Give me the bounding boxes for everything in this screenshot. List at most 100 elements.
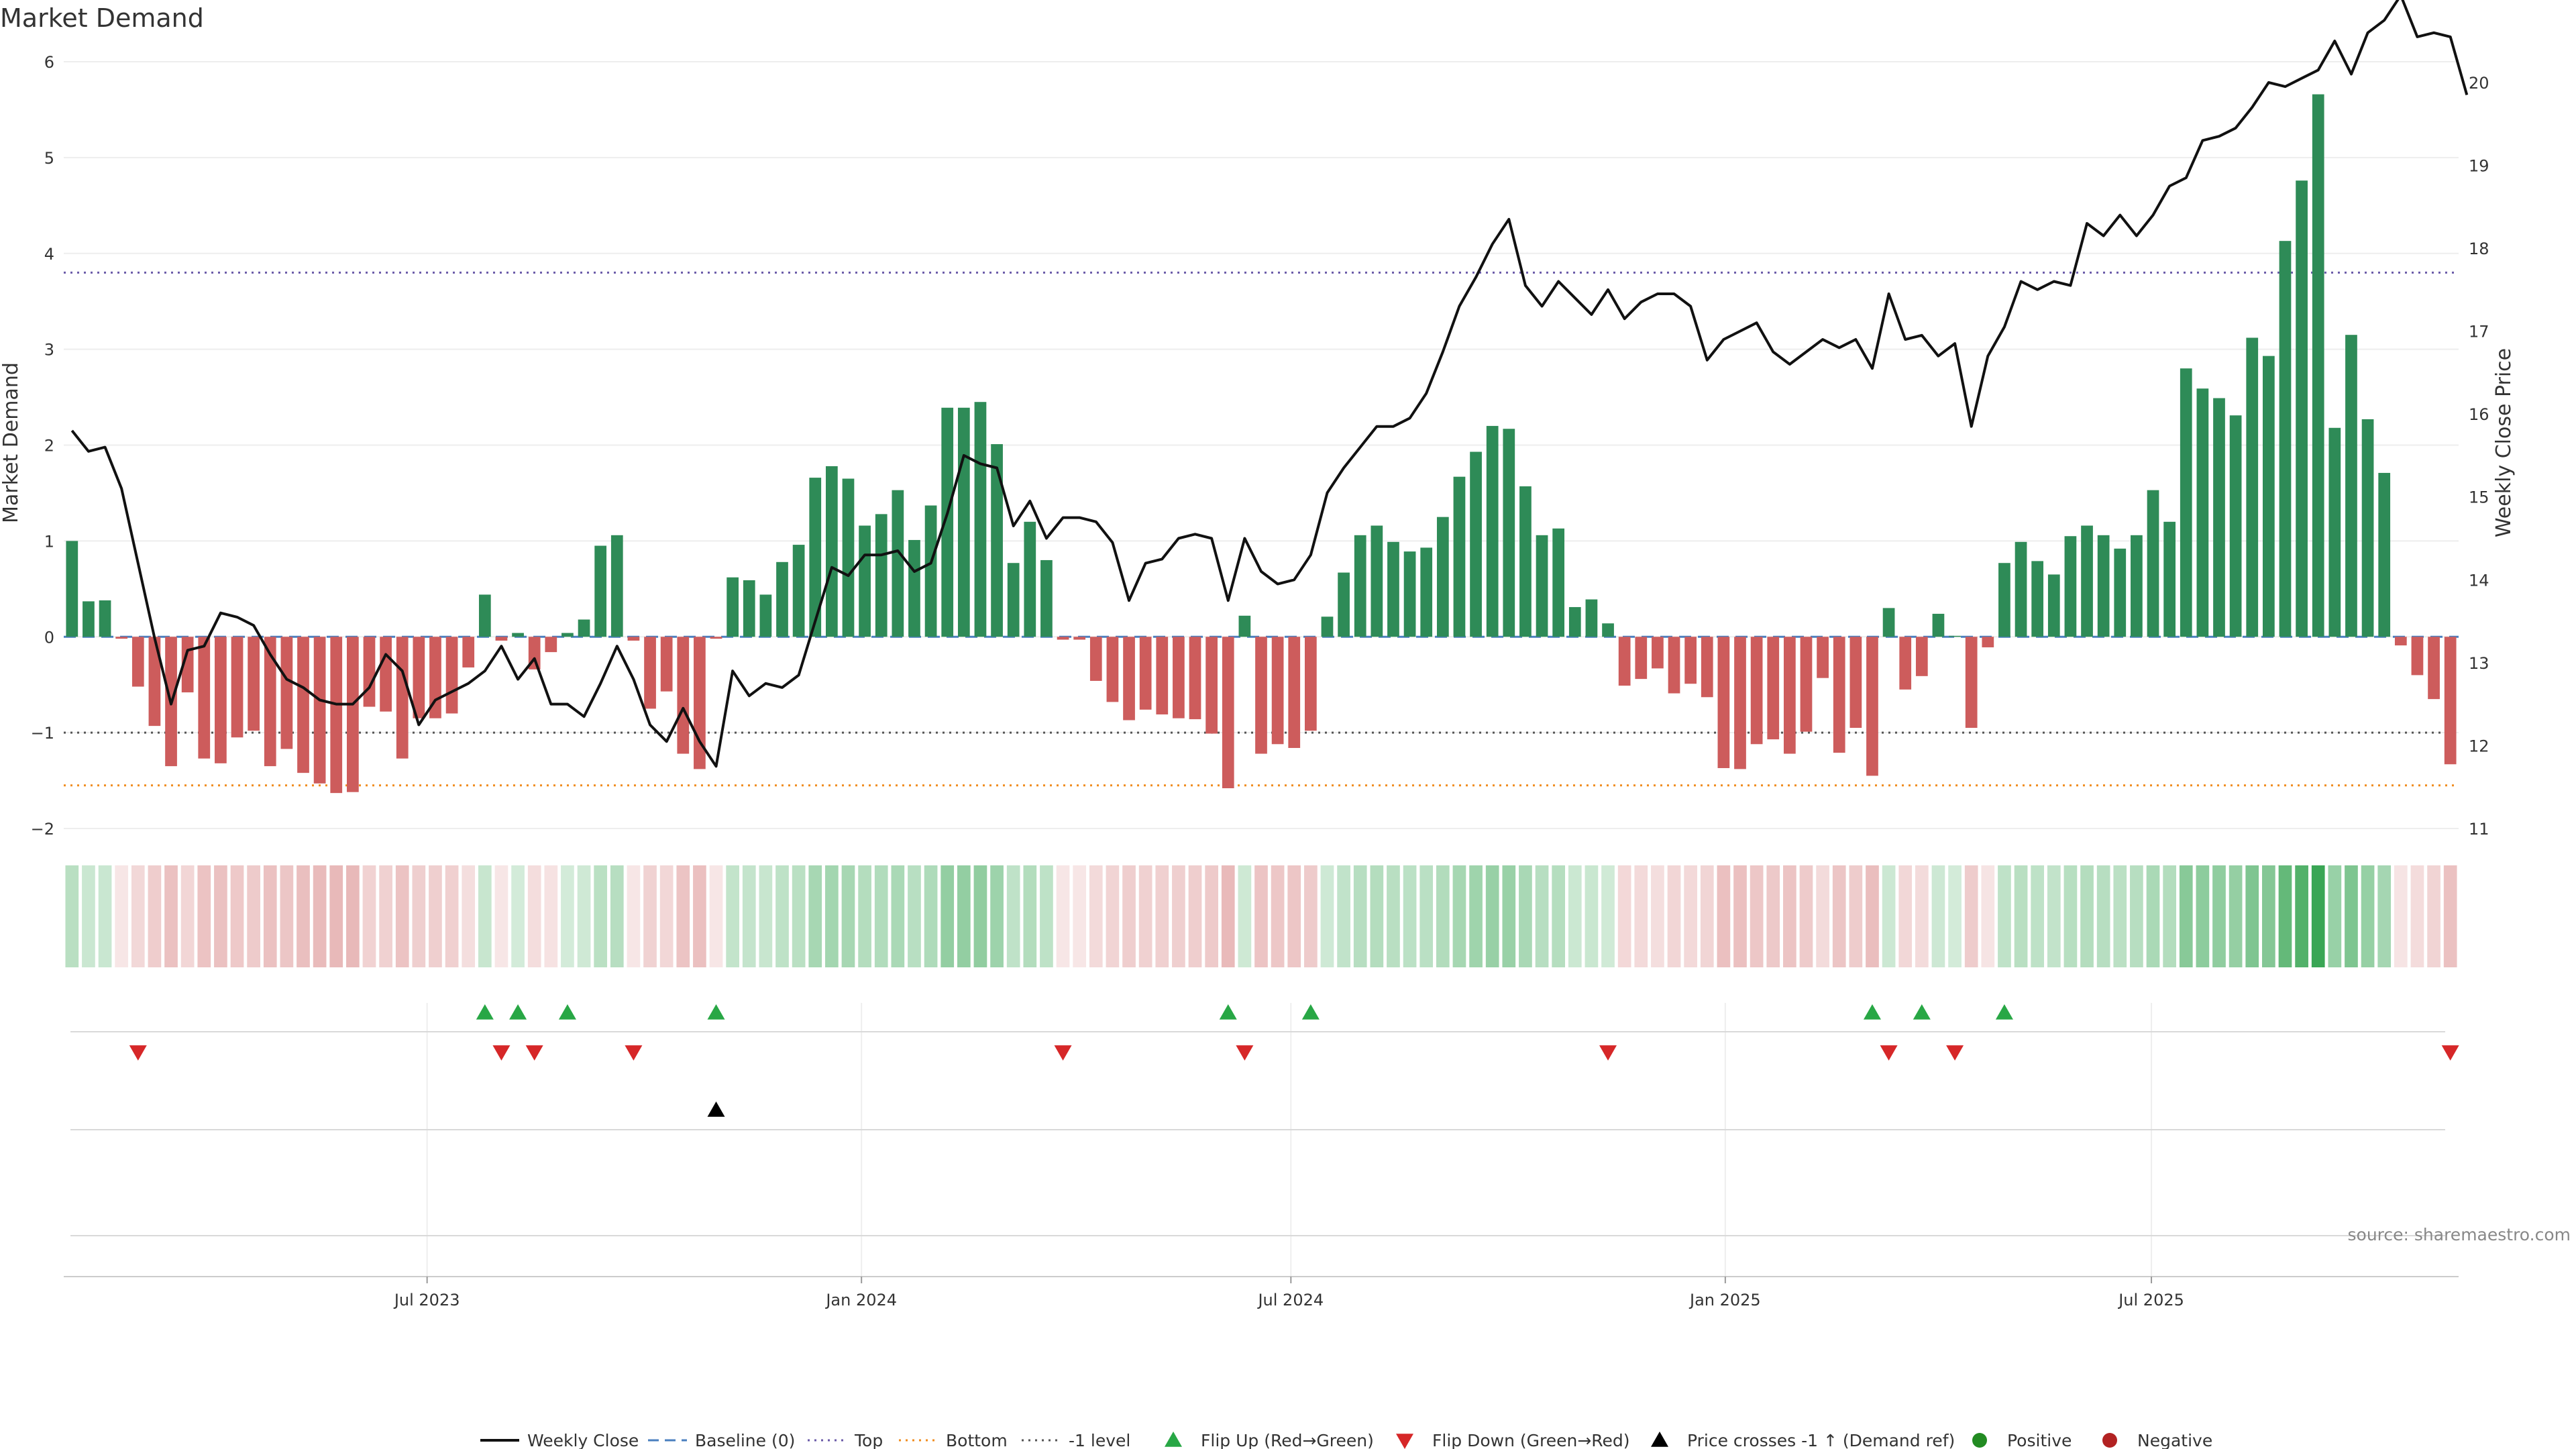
demand-bar [1321,616,1334,637]
heat-cell [412,865,426,967]
demand-bar [1849,637,1862,728]
heat-cell [164,865,178,967]
heat-cell [1733,865,1747,967]
demand-bar [2411,637,2424,676]
demand-bar [2163,521,2176,637]
demand-bar [198,637,211,759]
flip-down-marker [525,1045,543,1061]
demand-bar [727,577,739,637]
demand-bar [1618,637,1631,686]
y2-axis-label: Weekly Close Price [2492,348,2516,537]
chart-title: Market Demand [0,3,204,33]
heat-cell [808,865,822,967]
demand-bar [776,561,788,637]
heat-cell [561,865,574,967]
heat-cell [511,865,525,967]
heat-cell [1832,865,1846,967]
flip-down-marker [1880,1045,1898,1061]
heat-cell [1040,865,1053,967]
demand-bar [859,525,871,637]
heat-cell [362,865,376,967]
demand-bar [1750,637,1763,745]
heat-cell [676,865,690,967]
demand-bar [2444,637,2457,765]
heat-cell [2377,865,2392,967]
heat-cell [2328,865,2342,967]
heat-cell [1964,865,1978,967]
heat-cell [1915,865,1929,967]
demand-bar [1156,637,1169,714]
heat-cell [98,865,112,967]
demand-bar [957,407,970,637]
demand-bar [2147,490,2159,637]
heat-cell [1106,865,1120,967]
demand-bar [1668,637,1680,694]
demand-bar [1552,528,1565,637]
legend-label: Bottom [946,1431,1008,1449]
heat-cell [462,865,476,967]
demand-bar [660,637,673,692]
demand-bar [1965,637,1978,728]
demand-bar [264,637,276,767]
demand-bar [710,637,722,639]
heat-cell [759,865,773,967]
flip-down-marker [2441,1045,2459,1061]
heat-cell [1254,865,1268,967]
flip-down-marker [1054,1045,1072,1061]
heat-cell [544,865,558,967]
heat-cell [1172,865,1185,967]
x-tick-label: Jul 2025 [2117,1291,2184,1309]
demand-bar [2031,561,2044,637]
heat-cell [2394,865,2408,967]
heat-cell [2096,865,2110,967]
legend-label: Top [854,1431,883,1449]
heat-cell [1948,865,1962,967]
heat-cell [1089,865,1103,967]
demand-bar [1932,613,1945,637]
heat-cell [1799,865,1813,967]
demand-bar [2015,541,2027,637]
demand-bar [2428,637,2440,700]
heat-cell [214,865,227,967]
legend-label: Negative [2137,1431,2212,1449]
demand-bar [1635,637,1648,680]
demand-bar [495,637,508,641]
flip-down-marker [1946,1045,1964,1061]
heat-cell [247,865,260,967]
demand-bar [1503,429,1515,637]
heat-cell [148,865,162,967]
demand-bar [330,637,343,794]
heat-cell [1023,865,1037,967]
demand-bar [875,514,888,637]
legend-label: Price crosses -1 ↑ (Demand ref) [1687,1431,1955,1449]
heat-cell [180,865,195,967]
demand-bar [215,637,227,763]
heat-cell [1750,865,1764,967]
demand-bar [2312,94,2324,637]
heat-cell [659,865,674,967]
heat-cell [1684,865,1697,967]
demand-bar [1882,608,1895,637]
demand-bar [1453,476,1466,637]
demand-bar [2097,535,2110,637]
heat-cell [775,865,789,967]
demand-bar [792,545,805,637]
heat-cell [1387,865,1400,967]
legend-label: Positive [2007,1431,2072,1449]
heat-cell [2345,865,2358,967]
demand-bar [1338,572,1350,637]
heat-cell [1700,865,1714,967]
price-cross-marker [707,1102,725,1117]
y-axis-label: Market Demand [0,362,23,523]
demand-bar [2131,535,2143,637]
demand-bar [1436,517,1449,637]
heat-cell [1898,865,1913,967]
heat-cell [1717,865,1731,967]
demand-bar [842,478,855,637]
y2-tick-label: 18 [2469,239,2489,258]
demand-bars [66,94,2457,794]
legend-label: Flip Up (Red→Green) [1201,1431,1374,1449]
heat-cell [1882,865,1896,967]
demand-bar [1602,623,1614,637]
